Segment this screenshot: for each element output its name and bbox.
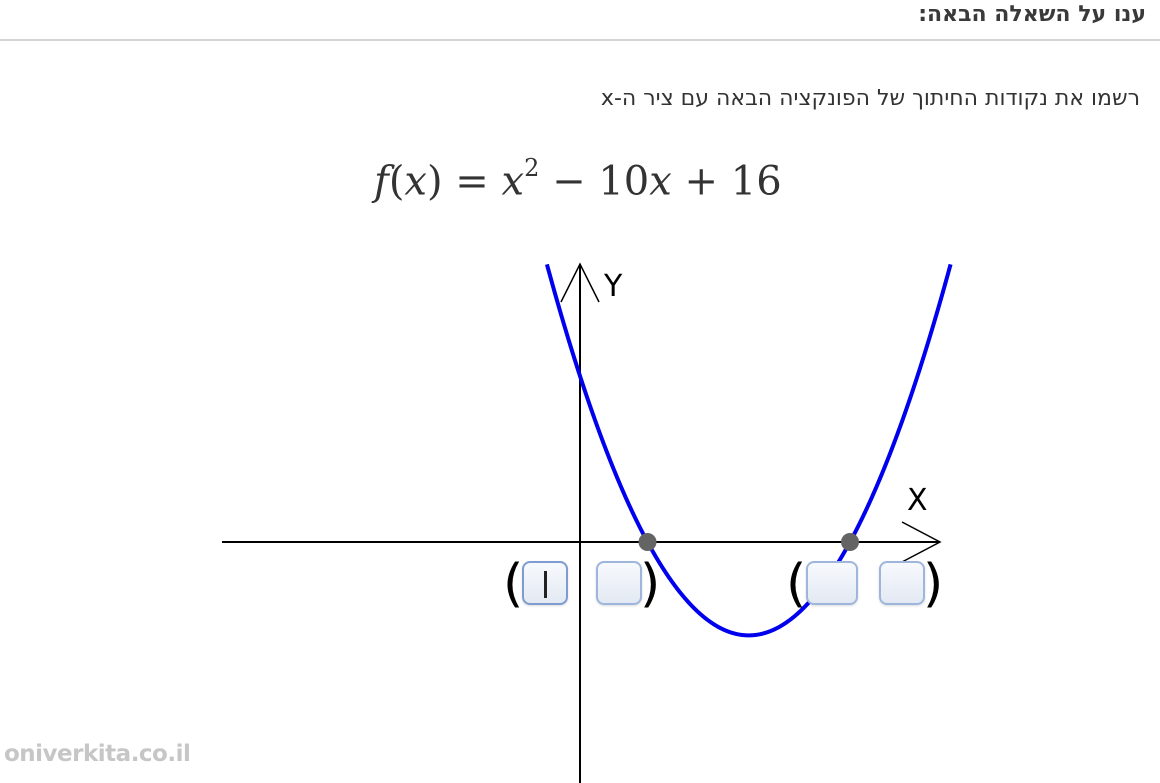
formula-x: x [404, 158, 427, 205]
formula-x-linear: x [649, 158, 672, 205]
text-caret [544, 571, 547, 598]
point2-open-paren: ( [786, 554, 807, 614]
point1-open-paren: ( [503, 554, 524, 614]
formula-exponent: 2 [524, 154, 540, 182]
formula-x-squared-base: x [501, 158, 525, 205]
formula-minus-term: − 10 [539, 158, 650, 205]
point2-close-paren: ) [923, 554, 944, 614]
formula-close-eq: ) = [426, 158, 502, 205]
x-axis-arrow [901, 521, 942, 563]
formula-open-paren: ( [388, 158, 405, 205]
y-axis-arrow [560, 262, 600, 303]
point2-x-input[interactable] [806, 561, 858, 605]
point1-close-paren: ) [640, 554, 661, 614]
y-axis-label: Y [603, 269, 623, 304]
function-formula: f(x) = x2 − 10x + 16 [374, 154, 782, 205]
formula-f: f [374, 158, 389, 205]
header-divider [0, 39, 1160, 41]
site-watermark: oniverkita.co.il [4, 741, 191, 767]
intersection-point-2 [841, 533, 859, 551]
point1-x-input[interactable] [522, 561, 568, 605]
point1-y-input[interactable] [596, 561, 642, 605]
question-instruction: רשמו את נקודות החיתוך של הפונקציה הבאה ע… [600, 86, 1140, 111]
intersection-point-1 [638, 533, 657, 551]
formula-plus-term: + 16 [671, 158, 782, 205]
x-axis-label: X [907, 483, 928, 518]
parabola-curve [544, 263, 953, 638]
point2-y-input[interactable] [879, 561, 925, 605]
page-title: ענו על השאלה הבאה: [918, 2, 1146, 27]
